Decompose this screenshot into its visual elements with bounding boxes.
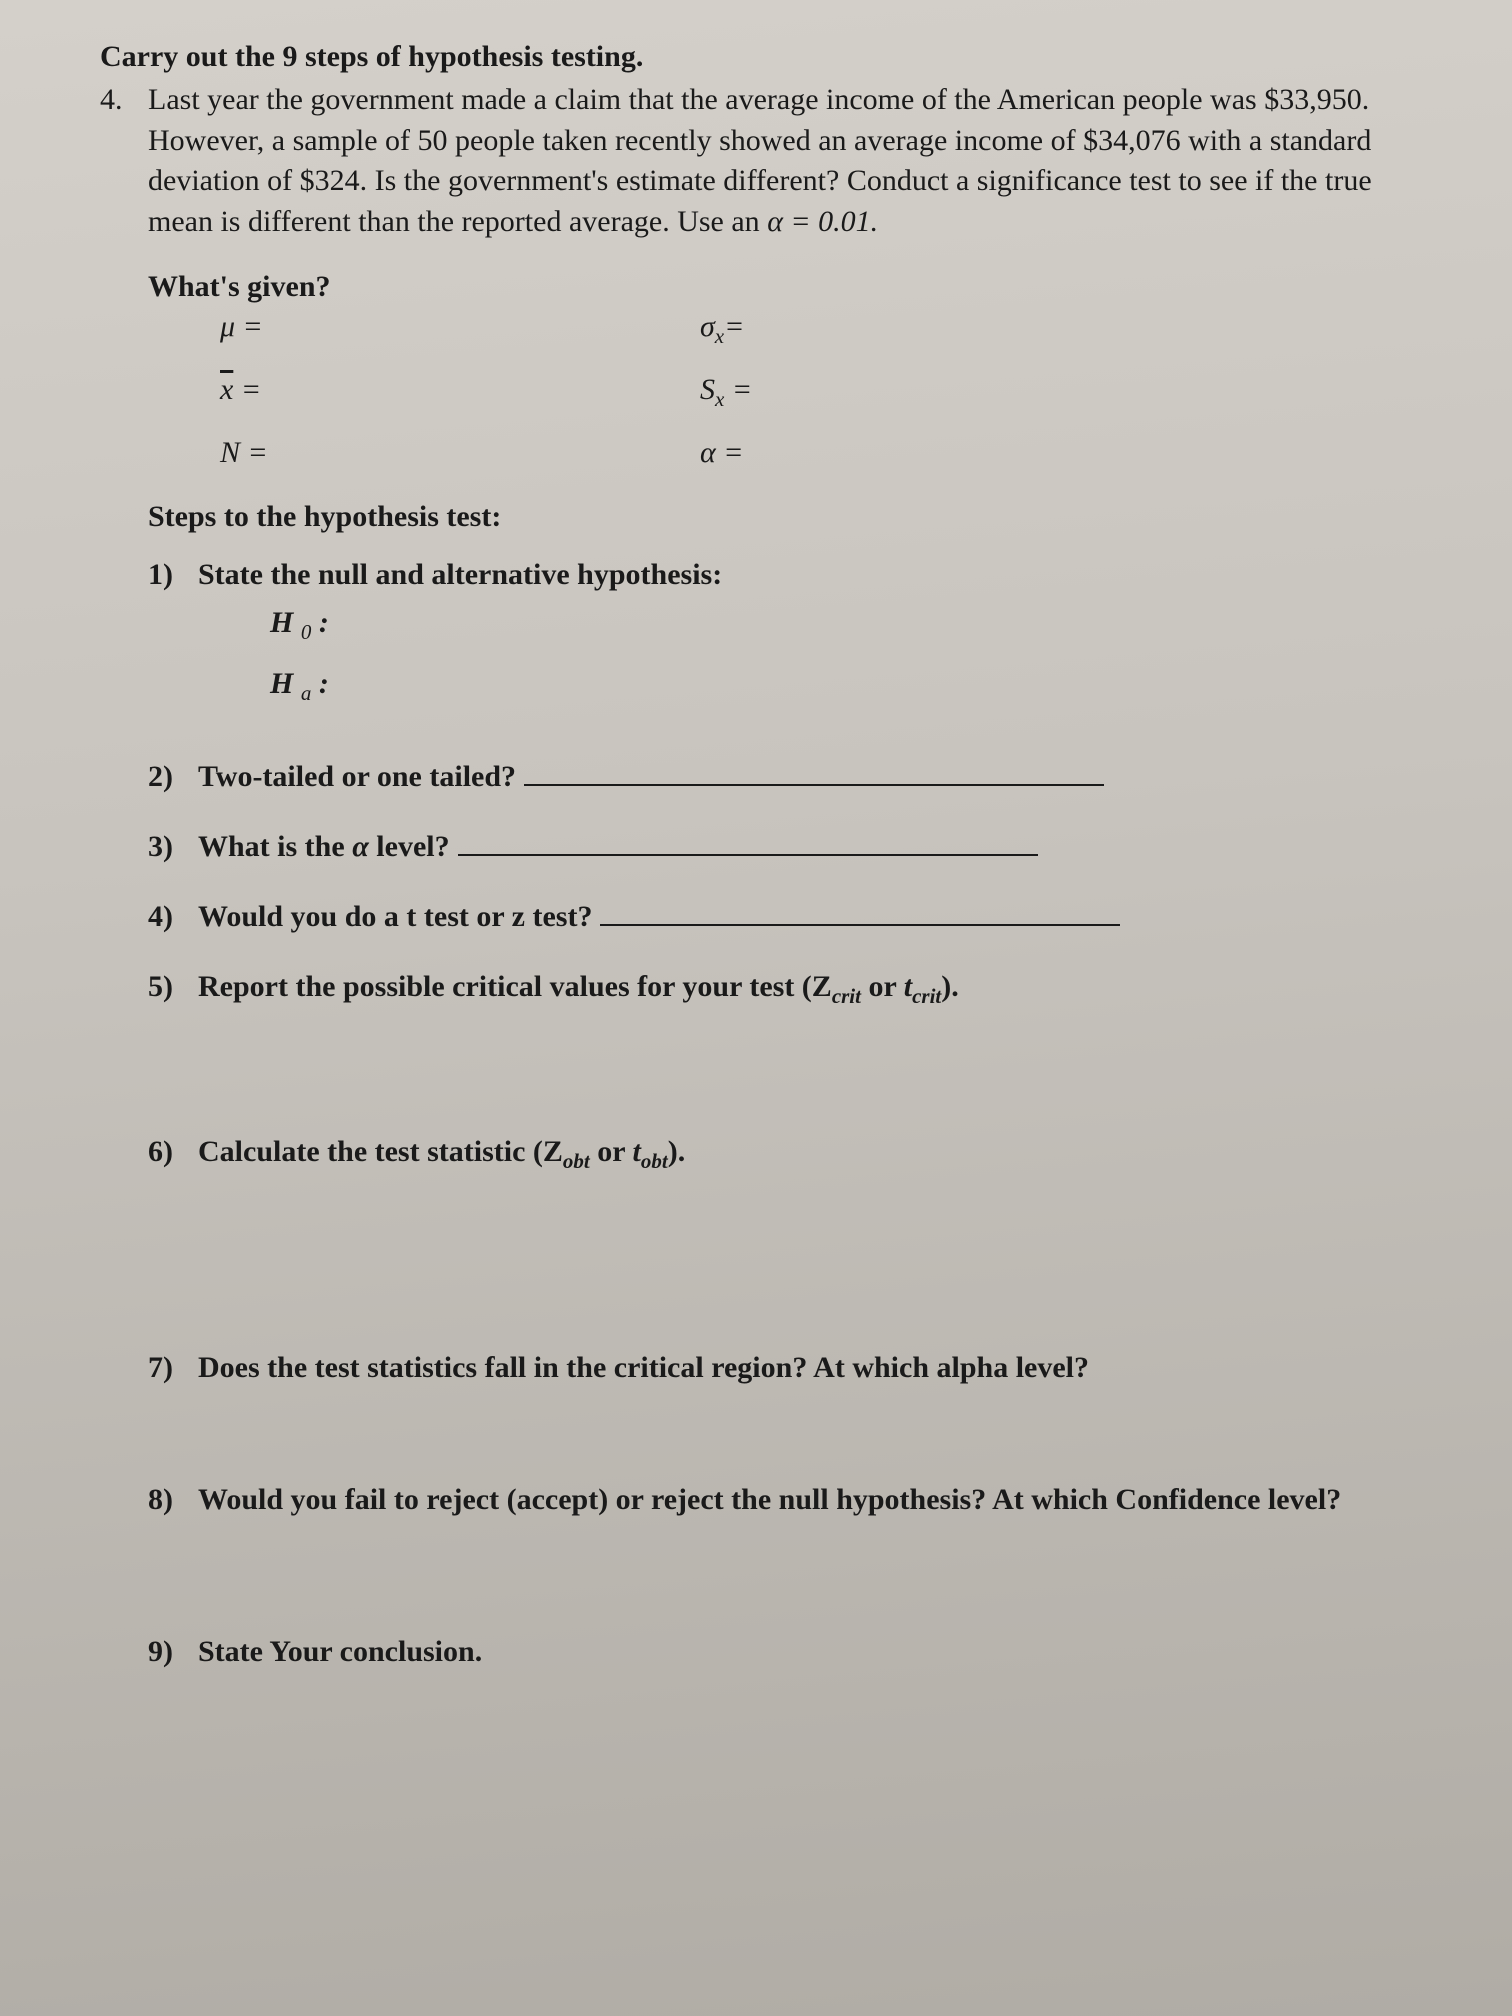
step-2-text: Two-tailed or one tailed? (198, 756, 1432, 798)
step-7-text: Does the test statistics fall in the cri… (198, 1347, 1432, 1389)
step-7-num: 7) (148, 1351, 198, 1385)
given-row-2: x = Sx = (220, 373, 1432, 412)
step-3: 3) What is the α level? (148, 826, 1432, 868)
h0-label: H 0 : (270, 606, 329, 639)
main-heading: Carry out the 9 steps of hypothesis test… (100, 40, 1432, 74)
step-2: 2) Two-tailed or one tailed? (148, 756, 1432, 798)
step-6-num: 6) (148, 1135, 198, 1169)
problem-number: 4. (100, 80, 148, 242)
step-4-num: 4) (148, 900, 198, 934)
problem-body: Last year the government made a claim th… (148, 83, 1372, 238)
xbar-label: x = (220, 373, 700, 412)
step-6: 6) Calculate the test statistic (Zobt or… (148, 1131, 1432, 1176)
given-heading: What's given? (148, 270, 1432, 304)
n-label: N = (220, 436, 700, 470)
step-1: 1) State the null and alternative hypoth… (148, 554, 1432, 596)
blank-line (524, 784, 1104, 786)
sx-label: Sx = (700, 373, 752, 412)
step-8: 8) Would you fail to reject (accept) or … (148, 1479, 1432, 1521)
blank-line (600, 924, 1120, 926)
step-3-text: What is the α level? (198, 826, 1432, 868)
step-8-text: Would you fail to reject (accept) or rej… (198, 1479, 1432, 1521)
given-row-1: μ = σx= (220, 310, 1432, 349)
step-4-text: Would you do a t test or z test? (198, 896, 1432, 938)
ha-label: H a : (270, 667, 329, 700)
step-5: 5) Report the possible critical values f… (148, 966, 1432, 1011)
problem-text: Last year the government made a claim th… (148, 80, 1432, 242)
step-1-num: 1) (148, 558, 198, 592)
step-2-num: 2) (148, 760, 198, 794)
alpha-label: α = (700, 436, 744, 470)
problem-block: 4. Last year the government made a claim… (100, 80, 1432, 242)
step-7: 7) Does the test statistics fall in the … (148, 1347, 1432, 1389)
steps-heading: Steps to the hypothesis test: (148, 500, 1432, 534)
step-8-num: 8) (148, 1483, 198, 1517)
worksheet-page: Carry out the 9 steps of hypothesis test… (0, 0, 1512, 2016)
step-9-num: 9) (148, 1635, 198, 1669)
step-5-num: 5) (148, 970, 198, 1004)
blank-line (458, 854, 1038, 856)
step-1-text: State the null and alternative hypothesi… (198, 554, 1432, 596)
given-row-3: N = α = (220, 436, 1432, 470)
ha-line: H a : (270, 667, 1432, 706)
mu-label: μ = (220, 310, 700, 349)
step-5-text: Report the possible critical values for … (198, 966, 1432, 1011)
h0-line: H 0 : (270, 606, 1432, 645)
step-3-num: 3) (148, 830, 198, 864)
step-4: 4) Would you do a t test or z test? (148, 896, 1432, 938)
given-grid: μ = σx= x = Sx = N = α = (220, 310, 1432, 470)
step-9-text: State Your conclusion. (198, 1631, 1432, 1673)
sigma-x-label: σx= (700, 310, 744, 349)
alpha-expression: α = 0.01. (767, 205, 878, 238)
step-9: 9) State Your conclusion. (148, 1631, 1432, 1673)
step-6-text: Calculate the test statistic (Zobt or to… (198, 1131, 1432, 1176)
